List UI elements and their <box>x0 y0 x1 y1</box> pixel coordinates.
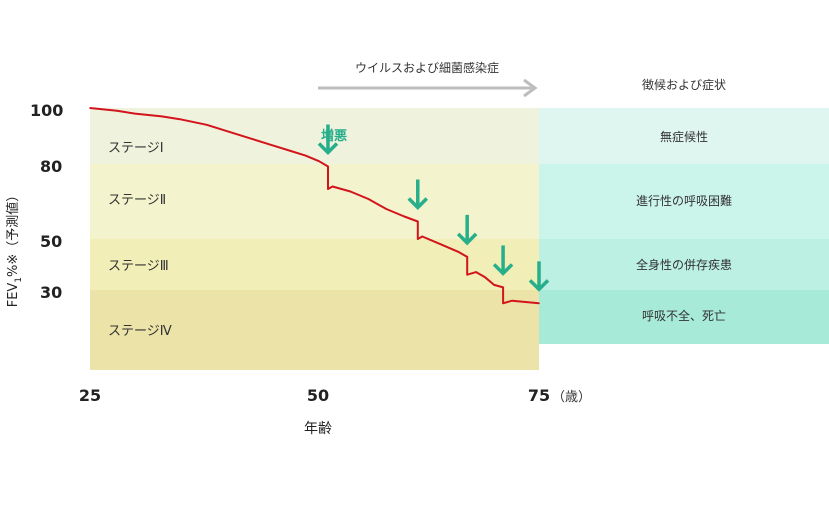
stage-band-3 <box>90 239 539 290</box>
fev1-series-line <box>89 107 540 305</box>
y-axis-label-main: FEV <box>6 283 21 308</box>
infection-arrow <box>318 78 538 98</box>
symptom-label-1: 無症候性 <box>660 129 708 144</box>
symptom-bands <box>539 108 829 344</box>
exacerbation-arrow <box>456 214 478 246</box>
data-point <box>250 138 253 140</box>
data-point <box>205 124 208 126</box>
data-point <box>502 302 504 305</box>
stage-label-1: ステージⅠ <box>108 141 164 156</box>
fev1-series-layer <box>89 107 540 305</box>
data-point <box>538 302 540 305</box>
data-point <box>179 118 181 120</box>
data-point <box>385 208 388 210</box>
data-point <box>466 256 469 258</box>
data-point <box>223 129 226 132</box>
symptom-band-1 <box>539 108 829 164</box>
data-point <box>457 251 460 253</box>
stage-bands <box>90 108 539 370</box>
stage-band-2 <box>90 164 539 239</box>
stage-label-4: ステージⅣ <box>108 324 172 339</box>
symptom-label-4: 呼吸不全、死亡 <box>642 308 726 323</box>
y-axis-label: FEV1%※（予測値） <box>5 189 24 308</box>
exacerbation-label: 増悪 <box>321 128 347 144</box>
y-tick-30: 30 <box>40 283 62 302</box>
data-point <box>161 115 163 118</box>
data-point <box>327 188 329 190</box>
exacerbation-arrows <box>317 124 550 292</box>
symptom-label-2: 進行性の呼吸困難 <box>636 193 732 208</box>
data-point <box>318 160 320 162</box>
data-point <box>502 286 504 289</box>
symptom-header: 徴候および症状 <box>642 77 726 92</box>
data-point <box>327 165 329 168</box>
exacerbation-arrow <box>528 261 550 292</box>
symptom-label-3: 全身性の併存疾患 <box>636 257 732 272</box>
data-point <box>286 149 289 151</box>
exacerbation-arrow <box>317 124 339 155</box>
x-tick-25: 25 <box>79 386 101 405</box>
data-point <box>421 235 424 238</box>
data-point <box>475 271 477 273</box>
x-unit-label: （歳） <box>552 390 591 405</box>
data-point <box>403 215 406 218</box>
stage-band-4 <box>90 290 539 370</box>
data-point <box>331 185 334 188</box>
x-axis-ticks: 25 50 75 <box>79 386 550 405</box>
symptom-band-4 <box>539 290 829 344</box>
symptom-band-3 <box>539 239 829 290</box>
stage-label-3: ステージⅢ <box>108 259 169 274</box>
y-tick-80: 80 <box>40 157 62 176</box>
data-point <box>116 110 118 112</box>
data-point <box>484 276 486 279</box>
data-point <box>304 154 307 157</box>
data-point <box>466 273 469 276</box>
y-axis-label-sub: 1 <box>14 277 24 283</box>
exacerbation-arrow <box>492 245 514 276</box>
symptom-band-2 <box>539 164 829 239</box>
y-tick-50: 50 <box>40 232 62 251</box>
y-tick-100: 100 <box>30 101 63 120</box>
data-point <box>268 143 271 146</box>
data-point <box>349 190 352 193</box>
y-axis-label-rest: %※（予測値） <box>5 189 21 277</box>
stage-label-2: ステージⅡ <box>108 193 166 208</box>
x-tick-50: 50 <box>307 386 329 405</box>
data-point <box>524 301 527 303</box>
exacerbation-arrow <box>407 179 429 210</box>
data-point <box>417 220 419 223</box>
data-point <box>493 284 495 286</box>
data-point <box>89 107 91 109</box>
infection-label: ウイルスおよび細菌感染症 <box>355 60 499 75</box>
data-point <box>511 299 513 302</box>
data-point <box>439 243 442 245</box>
data-point <box>367 198 370 200</box>
x-tick-75: 75 <box>528 386 550 405</box>
data-point <box>134 112 136 115</box>
y-axis-ticks: 100 80 50 30 <box>30 101 63 302</box>
data-point <box>417 238 419 240</box>
x-axis-label: 年齢 <box>304 421 332 437</box>
